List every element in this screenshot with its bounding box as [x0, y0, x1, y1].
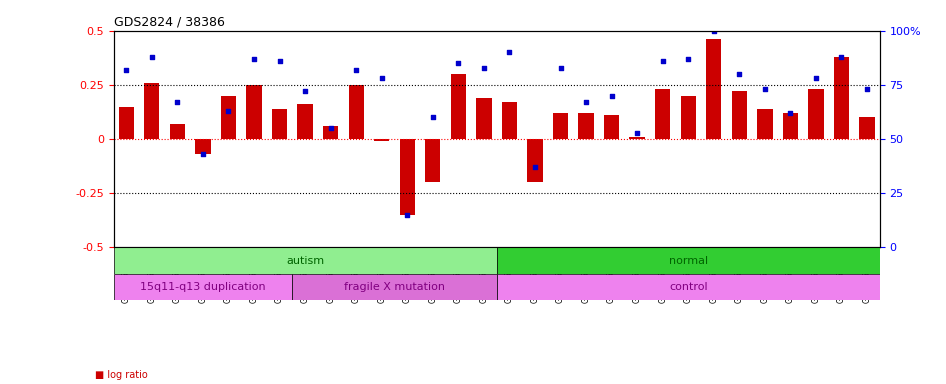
Bar [629, 137, 645, 139]
Bar [348, 85, 364, 139]
Bar [604, 115, 620, 139]
Point [758, 86, 773, 92]
Point [144, 54, 159, 60]
Point [834, 54, 850, 60]
Text: normal: normal [669, 255, 708, 265]
Bar [246, 85, 262, 139]
Point [221, 108, 236, 114]
Bar [552, 113, 569, 139]
FancyBboxPatch shape [114, 248, 497, 273]
Bar [655, 89, 671, 139]
Point [707, 28, 722, 34]
Point [630, 129, 645, 136]
Point [604, 93, 620, 99]
Point [298, 88, 313, 94]
FancyBboxPatch shape [497, 248, 880, 273]
Bar [680, 96, 696, 139]
Bar [450, 74, 466, 139]
Bar [374, 139, 390, 141]
Bar [144, 83, 160, 139]
Point [553, 65, 569, 71]
FancyBboxPatch shape [497, 273, 880, 300]
Point [400, 212, 415, 218]
Text: GDS2824 / 38386: GDS2824 / 38386 [114, 15, 224, 28]
Bar [578, 113, 594, 139]
Point [681, 56, 696, 62]
Bar [782, 113, 798, 139]
Bar [399, 139, 415, 215]
Point [732, 71, 747, 77]
Bar [272, 109, 288, 139]
Point [528, 164, 543, 170]
FancyBboxPatch shape [292, 273, 497, 300]
Point [809, 75, 824, 81]
Bar [323, 126, 339, 139]
Point [272, 58, 288, 64]
Bar [527, 139, 543, 182]
Bar [195, 139, 211, 154]
Bar [808, 89, 824, 139]
Point [118, 67, 134, 73]
Point [783, 110, 798, 116]
Point [579, 99, 594, 105]
Bar [297, 104, 313, 139]
Text: ■ log ratio: ■ log ratio [95, 370, 148, 380]
Point [656, 58, 671, 64]
Bar [476, 98, 492, 139]
Point [501, 49, 517, 55]
Text: 15q11-q13 duplication: 15q11-q13 duplication [140, 281, 266, 291]
Bar [706, 40, 722, 139]
Bar [757, 109, 773, 139]
Text: autism: autism [286, 255, 324, 265]
FancyBboxPatch shape [114, 273, 292, 300]
Bar [859, 118, 875, 139]
Point [426, 114, 441, 121]
Point [375, 75, 390, 81]
Point [860, 86, 875, 92]
Text: control: control [669, 281, 708, 291]
Bar [425, 139, 441, 182]
Bar [731, 91, 747, 139]
Bar [118, 107, 134, 139]
Bar [220, 96, 236, 139]
Bar [169, 124, 185, 139]
Bar [501, 102, 517, 139]
Bar [833, 57, 850, 139]
Point [349, 67, 364, 73]
Point [324, 125, 339, 131]
Text: fragile X mutation: fragile X mutation [344, 281, 445, 291]
Point [170, 99, 185, 105]
Point [451, 60, 466, 66]
Point [195, 151, 210, 157]
Point [477, 65, 492, 71]
Point [246, 56, 261, 62]
